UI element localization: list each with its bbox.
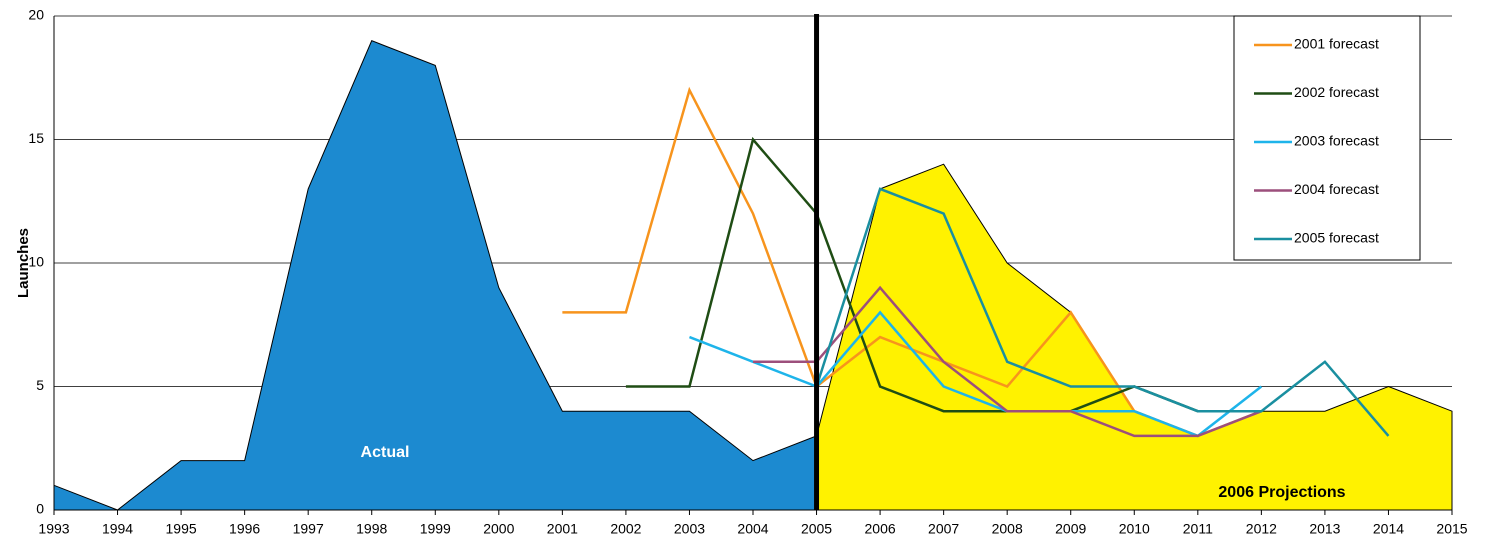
area xyxy=(53,40,818,511)
x-tick-label: 1994 xyxy=(102,521,133,537)
x-tick-label: 2008 xyxy=(992,521,1023,537)
y-tick-label: 15 xyxy=(28,130,44,146)
x-tick-label: 2014 xyxy=(1373,521,1404,537)
x-tick-label: 1995 xyxy=(166,521,197,537)
y-tick-label: 20 xyxy=(28,7,44,23)
legend-label: 2001 forecast xyxy=(1294,36,1379,52)
legend-label: 2002 forecast xyxy=(1294,84,1379,100)
x-tick-label: 2015 xyxy=(1436,521,1467,537)
x-tick-label: 2012 xyxy=(1246,521,1277,537)
x-tick-label: 2011 xyxy=(1183,521,1213,537)
x-tick-label: 2006 xyxy=(865,521,896,537)
legend-box xyxy=(1233,15,1421,261)
legend-label: 2005 forecast xyxy=(1294,230,1379,246)
x-tick-label: 1998 xyxy=(356,521,387,537)
x-tick-label: 2001 xyxy=(547,521,578,537)
area-label: Actual xyxy=(361,444,410,461)
series-line xyxy=(753,285,1262,438)
y-axis-label: Launches xyxy=(15,228,32,298)
y-tick-label: 5 xyxy=(36,377,44,393)
x-tick-label: 2000 xyxy=(483,521,514,537)
legend-label: 2003 forecast xyxy=(1294,133,1379,149)
legend-label: 2004 forecast xyxy=(1294,181,1379,197)
series-line xyxy=(815,187,1390,437)
y-tick-label: 0 xyxy=(36,501,44,517)
series-line xyxy=(689,310,1263,438)
x-tick-label: 1999 xyxy=(420,521,451,537)
x-tick-label: 1993 xyxy=(38,521,69,537)
x-tick-label: 2003 xyxy=(674,521,705,537)
x-tick-label: 2005 xyxy=(801,521,832,537)
x-tick-label: 2009 xyxy=(1055,521,1086,537)
y-tick-label: 10 xyxy=(28,254,44,270)
area-label: 2006 Projections xyxy=(1218,484,1345,501)
x-tick-label: 1996 xyxy=(229,521,260,537)
x-tick-label: 2002 xyxy=(610,521,641,537)
x-tick-label: 2013 xyxy=(1309,521,1340,537)
x-tick-label: 2007 xyxy=(928,521,959,537)
x-tick-label: 1997 xyxy=(293,521,324,537)
x-tick-label: 2004 xyxy=(737,521,768,537)
x-tick-label: 2010 xyxy=(1119,521,1150,537)
